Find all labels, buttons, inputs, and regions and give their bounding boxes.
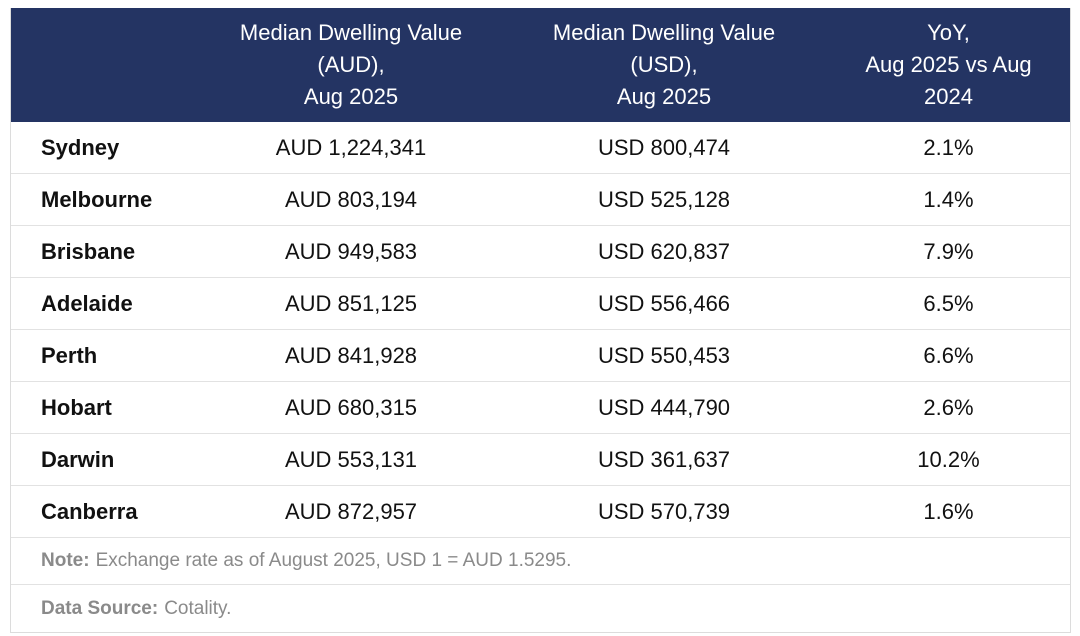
value-cell: AUD 680,315 xyxy=(201,381,501,434)
city-cell: Hobart xyxy=(11,381,201,434)
value-cell: 6.5% xyxy=(827,277,1070,330)
header-line: Median Dwelling Value xyxy=(552,20,776,45)
header-line: Median Dwelling Value xyxy=(239,20,463,45)
header-line: Aug 2025 xyxy=(616,84,712,109)
table-row: Hobart AUD 680,315 USD 444,790 2.6% xyxy=(11,381,1070,434)
value-cell: AUD 1,224,341 xyxy=(201,122,501,174)
header-cell: Median Dwelling Value (AUD), Aug 2025 xyxy=(201,8,501,122)
value-cell: AUD 949,583 xyxy=(201,225,501,278)
value-cell: AUD 872,957 xyxy=(201,485,501,538)
note-text: Cotality. xyxy=(164,597,232,619)
notes: Note: Exchange rate as of August 2025, US… xyxy=(11,538,1070,632)
header-line: (AUD), xyxy=(317,52,385,77)
city-cell: Melbourne xyxy=(11,173,201,226)
header-line: YoY, xyxy=(927,20,970,45)
note-label: Data Source: xyxy=(41,597,159,619)
value-cell: USD 556,466 xyxy=(501,277,827,330)
value-cell: USD 361,637 xyxy=(501,433,827,486)
city-cell: Canberra xyxy=(11,485,201,538)
table-row: Adelaide AUD 851,125 USD 556,466 6.5% xyxy=(11,277,1070,330)
table-head: Median Dwelling Value (AUD), Aug 2025 Media… xyxy=(11,8,1070,122)
value-cell: 6.6% xyxy=(827,329,1070,382)
note-row: Note: Exchange rate as of August 2025, US… xyxy=(11,538,1070,585)
table-body: Sydney AUD 1,224,341 USD 800,474 2.1% Melbou… xyxy=(11,122,1070,538)
value-cell: AUD 851,125 xyxy=(201,277,501,330)
table-container: Median Dwelling Value (AUD), Aug 2025 Media… xyxy=(10,8,1071,633)
city-cell: Adelaide xyxy=(11,277,201,330)
value-cell: USD 620,837 xyxy=(501,225,827,278)
header-line: Aug 2025 vs Aug xyxy=(865,52,1032,77)
note-text: Exchange rate as of August 2025, USD 1 =… xyxy=(95,550,572,571)
value-cell: AUD 553,131 xyxy=(201,433,501,486)
value-cell: AUD 841,928 xyxy=(201,329,501,382)
header-cell: YoY, Aug 2025 vs Aug 2024 xyxy=(827,8,1070,122)
value-cell: 2.1% xyxy=(827,122,1070,174)
value-cell: USD 550,453 xyxy=(501,329,827,382)
value-cell: USD 570,739 xyxy=(501,485,827,538)
city-cell: Brisbane xyxy=(11,225,201,278)
header-cell xyxy=(11,8,201,122)
table-row: Melbourne AUD 803,194 USD 525,128 1.4% xyxy=(11,173,1070,226)
table: Median Dwelling Value (AUD), Aug 2025 Media… xyxy=(11,8,1070,538)
table-row: Darwin AUD 553,131 USD 361,637 10.2% xyxy=(11,433,1070,486)
value-cell: 7.9% xyxy=(827,225,1070,278)
header-line: Aug 2025 xyxy=(303,84,399,109)
header-cell: Median Dwelling Value (USD), Aug 2025 xyxy=(501,8,827,122)
city-cell: Sydney xyxy=(11,122,201,174)
value-cell: AUD 803,194 xyxy=(201,173,501,226)
value-cell: USD 444,790 xyxy=(501,381,827,434)
value-cell: 1.6% xyxy=(827,485,1070,538)
note-label: Note: xyxy=(41,550,90,571)
value-cell: USD 800,474 xyxy=(501,122,827,174)
value-cell: 1.4% xyxy=(827,173,1070,226)
header-line: 2024 xyxy=(924,84,973,109)
table-row: Canberra AUD 872,957 USD 570,739 1.6% xyxy=(11,485,1070,538)
city-cell: Darwin xyxy=(11,433,201,486)
table-row: Brisbane AUD 949,583 USD 620,837 7.9% xyxy=(11,225,1070,278)
header-row: Median Dwelling Value (AUD), Aug 2025 Media… xyxy=(11,8,1070,122)
table-row: Sydney AUD 1,224,341 USD 800,474 2.1% xyxy=(11,122,1070,174)
table-row: Perth AUD 841,928 USD 550,453 6.6% xyxy=(11,329,1070,382)
note-row: Data Source: Cotality. xyxy=(11,585,1070,632)
header-line: (USD), xyxy=(630,52,698,77)
city-cell: Perth xyxy=(11,329,201,382)
value-cell: 2.6% xyxy=(827,381,1070,434)
value-cell: USD 525,128 xyxy=(501,173,827,226)
value-cell: 10.2% xyxy=(827,433,1070,486)
